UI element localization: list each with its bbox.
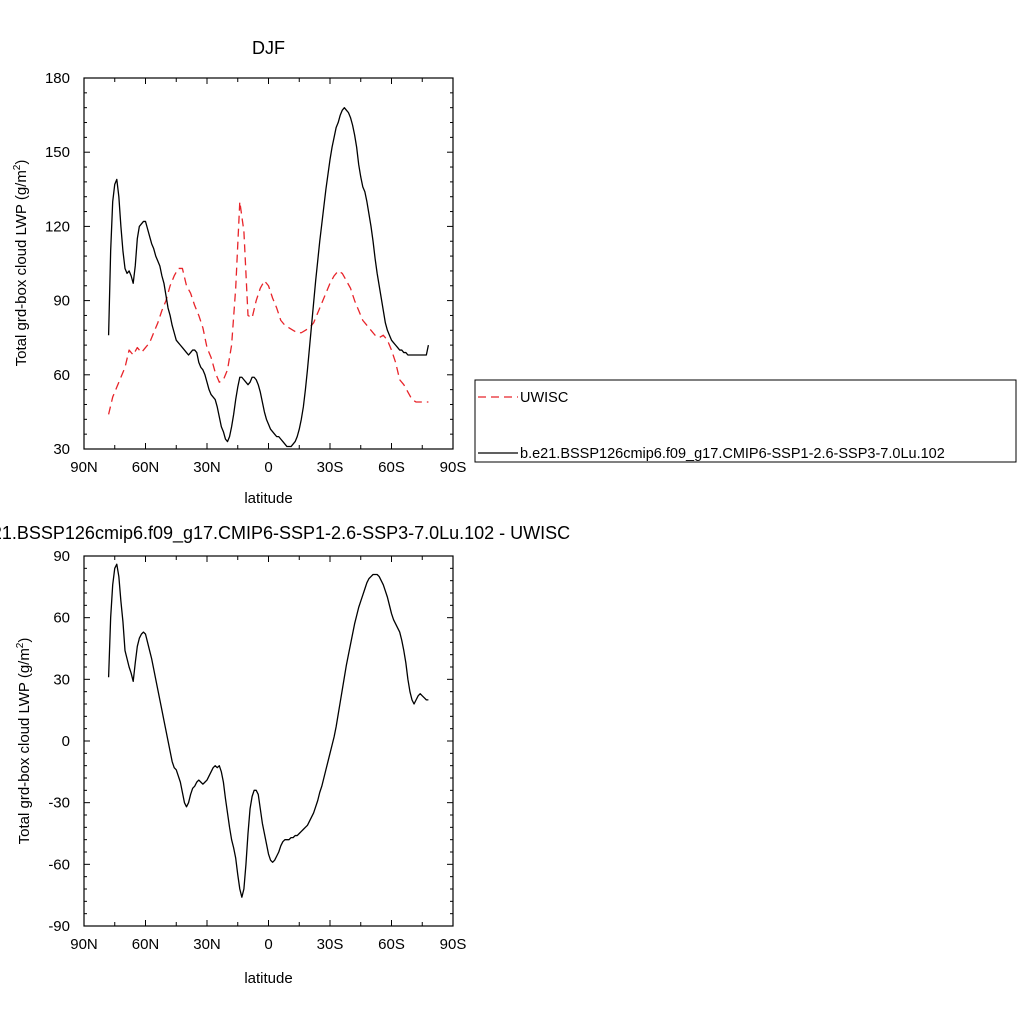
- chart-bottom-y-tick-label: -30: [48, 795, 70, 812]
- chart-top-y-tick-label: 90: [53, 293, 70, 310]
- chart-top-x-tick-label: 90S: [440, 459, 467, 476]
- chart-bottom-x-tick-label: 60S: [378, 936, 405, 953]
- chart-top-ylabel: Total grd-box cloud LWP (g/m2): [12, 160, 30, 367]
- chart-bottom-frame: [83, 555, 454, 927]
- legend-box: [474, 379, 1017, 463]
- chart-top-legend: UWISC b.e21.BSSP126cmip6.f09_g17.CMIP6-S…: [474, 379, 1017, 463]
- chart-bottom-y-tick-label: -90: [48, 918, 70, 935]
- chart-top-y-tick-label: 120: [45, 218, 70, 235]
- chart-top-y-tick-label: 30: [53, 441, 70, 458]
- chart-top-ylabel-sup: 2: [12, 164, 23, 170]
- chart-bottom-xlabel: latitude: [244, 970, 292, 987]
- chart-bottom-x-tick-label: 90N: [70, 936, 98, 953]
- chart-top-series-uwisc-line: [107, 201, 429, 415]
- chart-bottom-plot-area: 90N 60N 30N 0 30S 60S 90S -90 -60 -30 0 30 60 90: [48, 548, 466, 953]
- chart-top-y-tick-label: 60: [53, 367, 70, 384]
- legend-label-uwisc: UWISC: [520, 390, 568, 406]
- chart-bottom-ylabel-close: ): [16, 638, 33, 643]
- chart-bottom: b.e21.BSSP126cmip6.f09_g17.CMIP6-SSP1-2.…: [0, 523, 570, 987]
- chart-bottom-ylabel: Total grd-box cloud LWP (g/m2): [15, 638, 33, 845]
- chart-bottom-y-tick-label: -60: [48, 856, 70, 873]
- chart-top-frame: [83, 77, 454, 450]
- chart-bottom-x-tick-label: 90S: [440, 936, 467, 953]
- chart-bottom-x-tick-label: 30N: [193, 936, 221, 953]
- chart-bottom-x-tick-label: 30S: [317, 936, 344, 953]
- chart-bottom-series-model-line: [107, 563, 429, 898]
- chart-top-plot-area: 90N 60N 30N 0 30S 60S 90S 30 60 90 120 150 180: [45, 70, 466, 476]
- chart-bottom-y-tick-label: 0: [62, 733, 70, 750]
- chart-top-x-tick-label: 60N: [132, 459, 160, 476]
- chart-top-ylabel-close: ): [13, 160, 30, 165]
- chart-bottom-y-tick-label: 30: [53, 671, 70, 688]
- chart-bottom-ylabel-main: Total grd-box cloud LWP (g/m: [16, 648, 33, 844]
- chart-top-series-model-line: [107, 107, 430, 448]
- chart-bottom-y-tick-label: 60: [53, 610, 70, 627]
- chart-top-title: DJF: [252, 38, 285, 58]
- chart-top-y-tick-label: 150: [45, 144, 70, 161]
- chart-bottom-y-tick-label: 90: [53, 548, 70, 565]
- chart-top-x-tick-label: 30S: [317, 459, 344, 476]
- legend-label-model: b.e21.BSSP126cmip6.f09_g17.CMIP6-SSP1-2.…: [520, 446, 945, 462]
- chart-bottom-x-tick-label: 0: [264, 936, 272, 953]
- chart-bottom-x-tick-label: 60N: [132, 936, 160, 953]
- chart-top-xlabel: latitude: [244, 490, 292, 507]
- chart-top-x-tick-label: 90N: [70, 459, 98, 476]
- chart-top: DJF 90N 60N 30N 0 30S 60S 90S 30 60 90 120 150 180 l…: [12, 38, 466, 507]
- chart-top-y-tick-label: 180: [45, 70, 70, 87]
- chart-bottom-ylabel-sup: 2: [15, 642, 26, 648]
- chart-top-ylabel-main: Total grd-box cloud LWP (g/m: [13, 170, 30, 366]
- chart-top-x-tick-label: 30N: [193, 459, 221, 476]
- chart-top-x-tick-label: 60S: [378, 459, 405, 476]
- chart-top-x-tick-label: 0: [264, 459, 272, 476]
- chart-bottom-title: b.e21.BSSP126cmip6.f09_g17.CMIP6-SSP1-2.…: [0, 523, 570, 544]
